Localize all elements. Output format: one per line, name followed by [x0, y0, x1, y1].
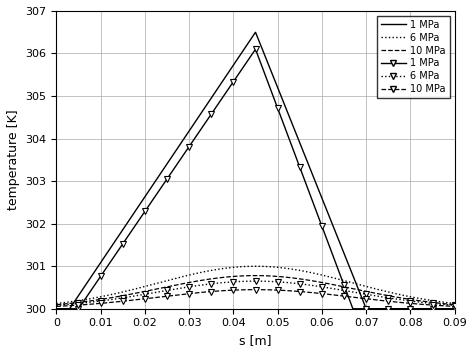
- Y-axis label: temperature [K]: temperature [K]: [7, 109, 20, 210]
- X-axis label: s [m]: s [m]: [239, 334, 272, 347]
- Legend: 1 MPa, 6 MPa, 10 MPa, 1 MPa, 6 MPa, 10 MPa: 1 MPa, 6 MPa, 10 MPa, 1 MPa, 6 MPa, 10 M…: [377, 16, 450, 98]
